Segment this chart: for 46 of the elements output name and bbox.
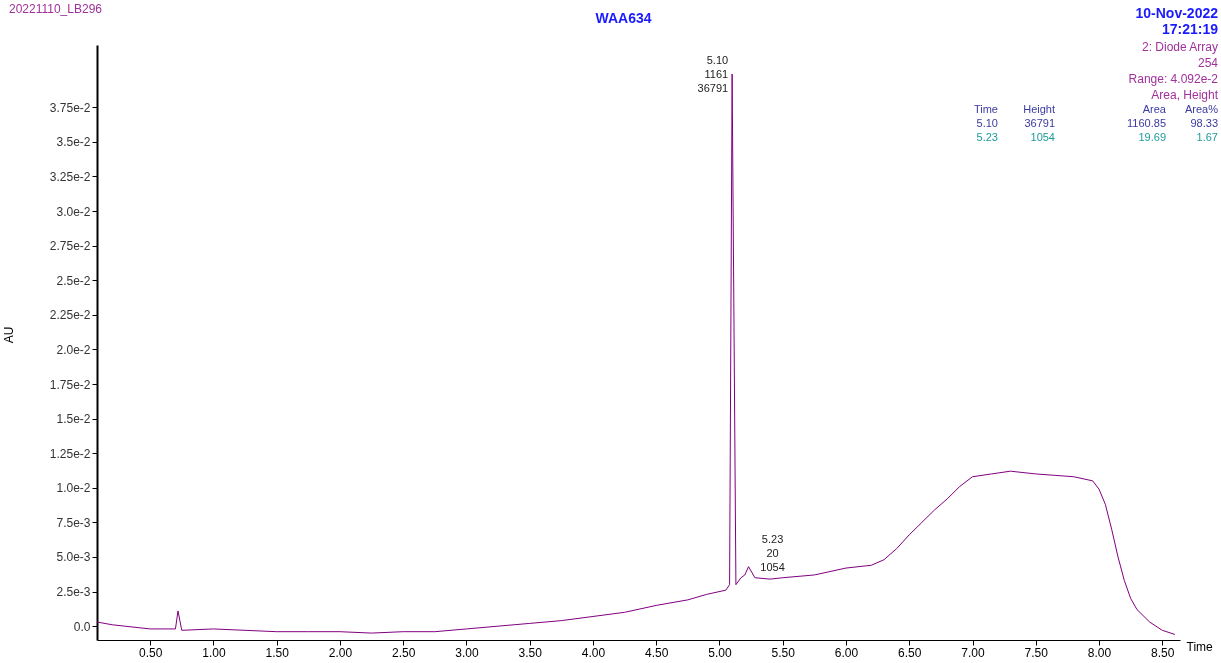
y-tick-label: 1.25e-2 [49,446,91,461]
y-tick-label: 0.0 [73,619,91,634]
x-tick-label: 1.00 [202,645,226,660]
x-tick-label: 3.00 [455,645,479,660]
x-tick-label: 4.50 [645,645,669,660]
text: 254 [1197,56,1219,70]
x-tick-label: 8.00 [1087,645,1112,660]
x-tick-label: 7.00 [961,645,986,660]
y-tick-label: 5.0e-3 [56,550,91,565]
y-tick-label: 1.5e-2 [56,412,91,427]
x-tick-label: 5.50 [771,645,796,660]
text: 10-Nov-2022 [1135,5,1219,21]
x-tick-label: 8.50 [1151,645,1175,660]
y-tick-label: 2.75e-2 [49,239,91,254]
x-tick-label: 0.50 [138,645,163,660]
y-tick-label: 2.0e-2 [56,342,91,357]
y-tick-label: 3.5e-2 [56,135,91,150]
y-tick-label: 2.25e-2 [49,308,91,323]
y-tick-label: 2.5e-2 [56,273,91,288]
y-tick-label: 3.0e-2 [56,204,91,219]
text: 17:21:19 [1161,21,1219,37]
x-tick-label: 3.50 [518,645,543,660]
annotation: Area, Height [1151,88,1219,102]
x-tick-label: 6.50 [898,645,922,660]
text: 20221110_LB296 [9,2,103,16]
x-axis-title: Time [1186,639,1214,654]
annotation: 2: Diode Array [1141,40,1218,54]
y-tick-label: 7.5e-3 [56,515,91,530]
y-tick-label: 3.25e-2 [49,169,91,184]
y-tick-label: 2.5e-3 [56,585,91,600]
x-tick-label: 5.00 [708,645,732,660]
y-axis-title: AU [1,326,16,344]
y-tick-label: 1.75e-2 [49,377,91,392]
y-tick-label: 3.75e-2 [49,100,91,115]
x-tick-label: 2.50 [392,645,416,660]
x-tick-label: 4.00 [581,645,606,660]
text: Time Height Area Area% 5.10 36791 1160.85 98.33 5.23 1054 19.69 1.67 [973,103,1218,143]
x-tick-label: 2.00 [328,645,353,660]
x-tick-label: 1.50 [265,645,290,660]
chart-title: WAA634 [595,10,652,26]
annotation: 5.23 20 1054 [760,532,785,573]
annotation: Range: 4.092e-2 [1128,72,1219,86]
x-tick-label: 7.50 [1024,645,1049,660]
y-tick-label: 1.0e-2 [56,481,91,496]
annotation: 5.10 1161 36791 [697,54,729,95]
x-tick-label: 6.00 [834,645,859,660]
